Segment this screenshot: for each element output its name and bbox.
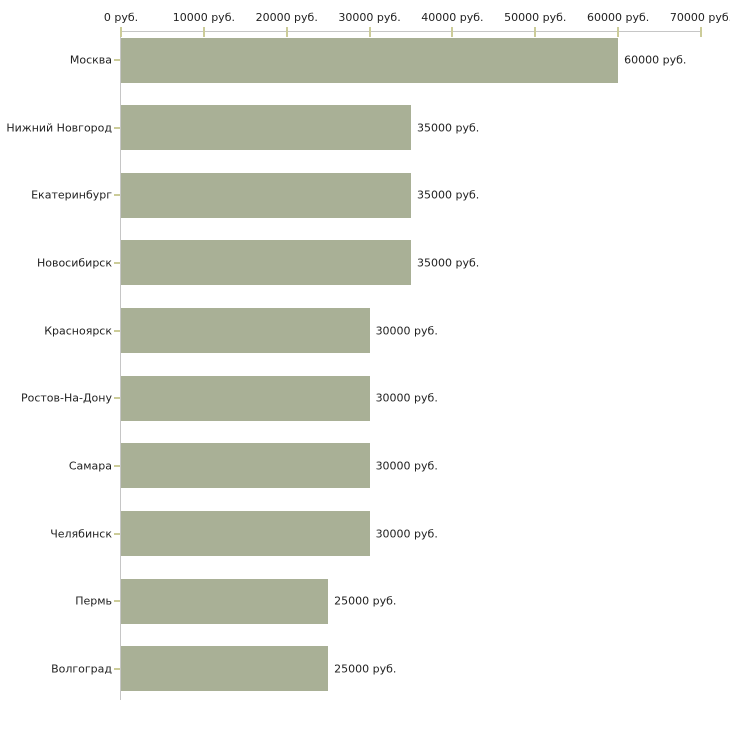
x-axis-tick-label: 70000 руб. <box>669 11 730 24</box>
category-tick <box>114 59 120 61</box>
x-axis-tick-label: 50000 руб. <box>504 11 567 24</box>
value-label: 35000 руб. <box>417 121 480 135</box>
value-label: 35000 руб. <box>417 256 480 270</box>
category-label: Новосибирск <box>36 256 112 270</box>
category-label: Волгоград <box>51 662 112 676</box>
value-label: 30000 руб. <box>375 391 438 405</box>
category-tick <box>114 194 120 197</box>
x-axis-tick-label: 60000 руб. <box>587 11 650 24</box>
bar <box>121 511 370 557</box>
value-label: 25000 руб. <box>334 662 397 676</box>
x-axis-tick-label: 40000 руб. <box>421 11 484 24</box>
x-axis-tick <box>534 27 537 37</box>
value-label: 30000 руб. <box>375 324 438 338</box>
category-label: Екатеринбург <box>31 188 112 202</box>
category-tick <box>114 397 120 400</box>
category-tick <box>114 464 120 467</box>
x-axis-tick-label: 20000 руб. <box>255 11 318 24</box>
bar <box>121 240 411 286</box>
bar <box>121 105 411 151</box>
x-axis-tick <box>202 27 205 37</box>
bar <box>121 646 329 692</box>
bar <box>121 375 370 421</box>
x-axis-tick-label: 30000 руб. <box>338 11 401 24</box>
category-label: Пермь <box>75 594 112 608</box>
bar <box>121 308 370 354</box>
category-label: Нижний Новгород <box>6 121 112 135</box>
x-axis-tick <box>368 27 371 37</box>
y-axis-line <box>120 31 121 700</box>
x-axis-tick <box>617 27 620 37</box>
x-axis-tick <box>285 27 288 37</box>
category-label: Москва <box>69 53 112 67</box>
category-tick <box>114 126 120 129</box>
value-label: 30000 руб. <box>375 459 438 473</box>
value-label: 30000 руб. <box>375 527 438 541</box>
value-label: 25000 руб. <box>334 594 397 608</box>
category-label: Ростов-На-Дону <box>20 391 112 405</box>
category-tick <box>114 329 120 332</box>
bar <box>121 172 411 218</box>
x-axis-tick <box>120 27 122 37</box>
category-label: Красноярск <box>44 324 112 338</box>
category-tick <box>114 261 120 264</box>
bar <box>121 37 619 83</box>
x-axis-tick-label: 0 руб. <box>103 11 139 24</box>
x-axis-tick <box>700 27 702 37</box>
category-label: Самара <box>68 459 112 473</box>
category-tick <box>114 600 120 603</box>
value-label: 35000 руб. <box>417 188 480 202</box>
x-axis-line <box>121 31 701 32</box>
value-label: 60000 руб. <box>624 53 687 67</box>
x-axis-tick-label: 10000 руб. <box>172 11 235 24</box>
bar <box>121 443 370 489</box>
category-tick <box>114 532 120 535</box>
bar <box>121 578 329 624</box>
x-axis-tick <box>451 27 454 37</box>
category-label: Челябинск <box>50 527 112 541</box>
category-tick <box>114 667 120 670</box>
